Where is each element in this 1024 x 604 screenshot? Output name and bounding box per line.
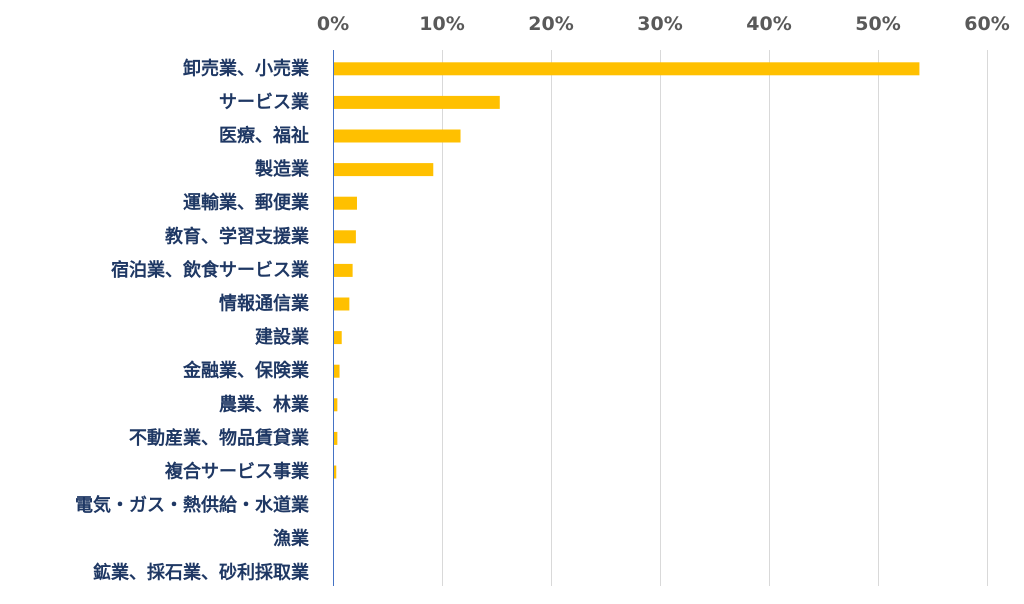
x-tick-label: 50% bbox=[855, 13, 900, 35]
bar bbox=[333, 331, 342, 345]
category-label: 不動産業、物品賃貸業 bbox=[129, 427, 310, 449]
x-tick-labels: 0% 10% 20% 30% 40% 50% 60% bbox=[317, 13, 1010, 35]
bar bbox=[333, 398, 338, 412]
x-tick-label: 30% bbox=[637, 13, 682, 35]
bar bbox=[333, 230, 356, 244]
category-labels: 卸売業、小売業サービス業医療、福祉製造業運輸業、郵便業教育、学習支援業宿泊業、飲… bbox=[75, 57, 310, 583]
category-label: 教育、学習支援業 bbox=[165, 225, 310, 247]
bar bbox=[333, 465, 337, 479]
gridlines bbox=[442, 50, 988, 586]
category-label: 医療、福祉 bbox=[219, 125, 309, 147]
bars bbox=[333, 62, 920, 479]
bar bbox=[333, 163, 434, 177]
bar bbox=[333, 364, 340, 378]
bar bbox=[333, 196, 357, 210]
category-label: サービス業 bbox=[219, 91, 310, 113]
bar bbox=[333, 297, 350, 311]
x-tick-label: 20% bbox=[528, 13, 573, 35]
category-label: 電気・ガス・熱供給・水道業 bbox=[75, 494, 310, 516]
category-label: 金融業、保険業 bbox=[182, 360, 310, 382]
category-label: 製造業 bbox=[254, 158, 310, 180]
category-label: 宿泊業、飲食サービス業 bbox=[111, 259, 310, 281]
category-label: 情報通信業 bbox=[219, 293, 310, 315]
x-tick-label: 40% bbox=[746, 13, 791, 35]
category-label: 鉱業、採石業、砂利採取業 bbox=[93, 561, 310, 583]
x-tick-label: 0% bbox=[317, 13, 349, 35]
category-label: 漁業 bbox=[273, 528, 310, 550]
category-label: 複合サービス事業 bbox=[164, 461, 310, 483]
x-tick-label: 60% bbox=[964, 13, 1009, 35]
bar bbox=[333, 263, 353, 277]
category-label: 農業、林業 bbox=[219, 393, 310, 415]
x-tick-label: 10% bbox=[419, 13, 464, 35]
bar bbox=[333, 62, 920, 76]
bar bbox=[333, 95, 500, 109]
category-label: 卸売業、小売業 bbox=[183, 57, 310, 79]
bar bbox=[333, 129, 461, 143]
category-label: 運輸業、郵便業 bbox=[183, 192, 310, 214]
bar bbox=[333, 431, 338, 445]
category-label: 建設業 bbox=[255, 326, 310, 348]
